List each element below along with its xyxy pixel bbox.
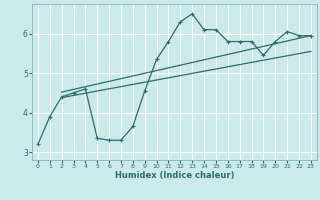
Point (249, 40, 254, 43)
Point (202, 28, 207, 31)
Point (213, 28, 219, 31)
Point (118, 139, 124, 142)
Point (71, 91, 76, 94)
Point (130, 125, 135, 128)
Point (178, 20, 183, 23)
Point (190, 12, 195, 15)
Point (284, 30, 290, 33)
Point (36, 143, 41, 146)
Point (47, 115, 52, 118)
Point (59, 95, 64, 98)
Point (166, 40, 171, 43)
Point (95, 137, 100, 140)
X-axis label: Humidex (Indice chaleur): Humidex (Indice chaleur) (115, 171, 234, 180)
Point (261, 54, 266, 57)
Point (237, 40, 242, 43)
Point (142, 89, 147, 92)
Point (83, 87, 88, 91)
Point (308, 34, 313, 37)
Point (273, 40, 278, 43)
Point (225, 40, 230, 43)
Point (154, 58, 159, 61)
Point (107, 139, 112, 142)
Point (296, 34, 301, 37)
